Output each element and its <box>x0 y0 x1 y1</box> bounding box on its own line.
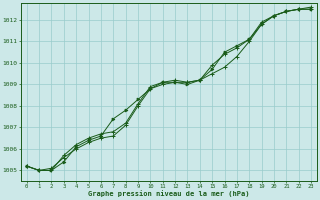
X-axis label: Graphe pression niveau de la mer (hPa): Graphe pression niveau de la mer (hPa) <box>88 190 250 197</box>
